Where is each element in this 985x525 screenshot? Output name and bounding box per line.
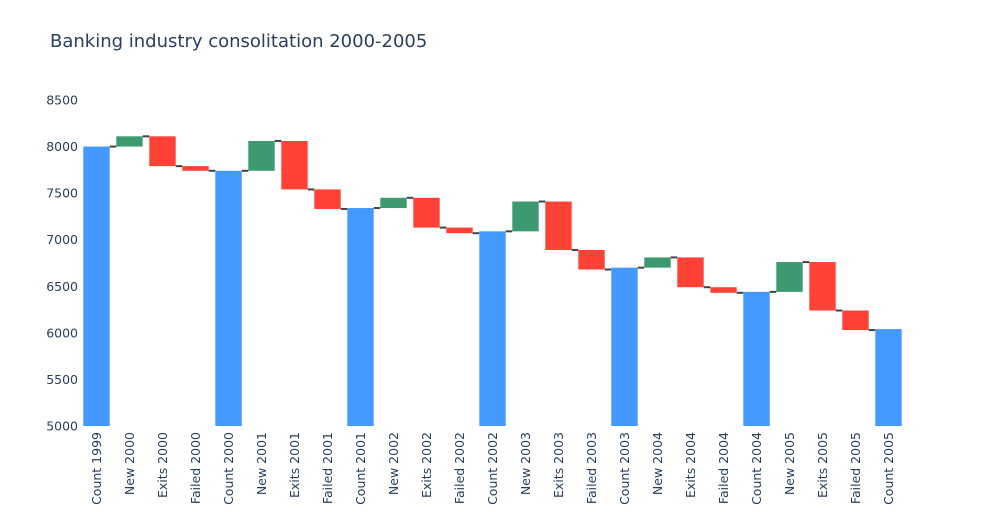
bar-total [611,267,638,426]
y-tick-label: 8500 [46,93,78,108]
bar-increase [644,257,671,268]
connector-lines [109,135,876,332]
x-tick-label: New 2004 [650,432,665,495]
bar-decrease [710,287,737,293]
bar-total [479,231,506,426]
bar-total [875,329,902,426]
y-tick-label: 6500 [46,279,78,294]
x-tick-label: Failed 2000 [188,432,203,504]
x-tick-label: Count 1999 [89,432,104,505]
x-tick-label: Count 2001 [353,432,368,505]
bar-decrease [809,262,836,311]
y-tick-label: 5500 [46,372,78,387]
bar-increase [248,140,275,171]
bar-decrease [677,257,704,288]
y-tick-label: 7500 [46,186,78,201]
x-tick-label: Exits 2003 [551,432,566,498]
x-tick-label: Exits 2001 [287,432,302,498]
x-tick-label: Count 2000 [221,432,236,505]
x-tick-label: Count 2002 [485,432,500,505]
x-tick-label: Failed 2001 [320,432,335,504]
chart-title: Banking industry consolitation 2000-2005 [50,31,428,52]
x-tick-label: Exits 2005 [815,432,830,498]
bar-increase [776,262,803,292]
y-axis: 5000 5500 6000 6500 7000 7500 8000 8500 [46,93,78,434]
bar-decrease [842,310,869,331]
x-tick-label: Count 2004 [749,432,764,505]
bar-total [743,291,770,426]
x-tick-label: Failed 2003 [584,432,599,504]
x-tick-label: New 2005 [782,432,797,495]
y-tick-label: 7000 [46,232,78,247]
y-tick-label: 8000 [46,139,78,154]
bar-decrease [314,189,341,209]
y-tick-label: 5000 [46,419,78,434]
x-tick-label: Count 2003 [617,432,632,505]
x-axis: Count 1999 New 2000 Exits 2000 Failed 2000 C… [89,432,896,505]
bar-increase [512,201,539,232]
bar-total [83,146,110,427]
x-tick-label: Exits 2000 [155,432,170,498]
bar-decrease [545,201,572,250]
bar-decrease [578,249,605,270]
x-tick-label: New 2001 [254,432,269,495]
x-tick-label: Count 2005 [881,432,896,505]
bar-decrease [413,197,440,228]
x-tick-label: Exits 2004 [683,432,698,498]
bar-decrease [281,140,308,190]
bar-decrease [446,227,473,234]
bar-increase [116,136,143,147]
bar-total [215,170,242,426]
y-tick-label: 6000 [46,325,78,340]
bar-total [347,208,374,426]
bar-decrease [182,166,209,171]
bar-decrease [149,136,176,167]
x-tick-label: New 2000 [122,432,137,495]
x-tick-label: Exits 2002 [419,432,434,498]
x-tick-label: New 2003 [518,432,533,495]
x-tick-label: Failed 2004 [716,432,731,504]
bars [83,136,902,427]
x-tick-label: New 2002 [386,432,401,495]
bar-increase [380,197,407,209]
x-tick-label: Failed 2002 [452,432,467,504]
x-tick-label: Failed 2005 [848,432,863,504]
